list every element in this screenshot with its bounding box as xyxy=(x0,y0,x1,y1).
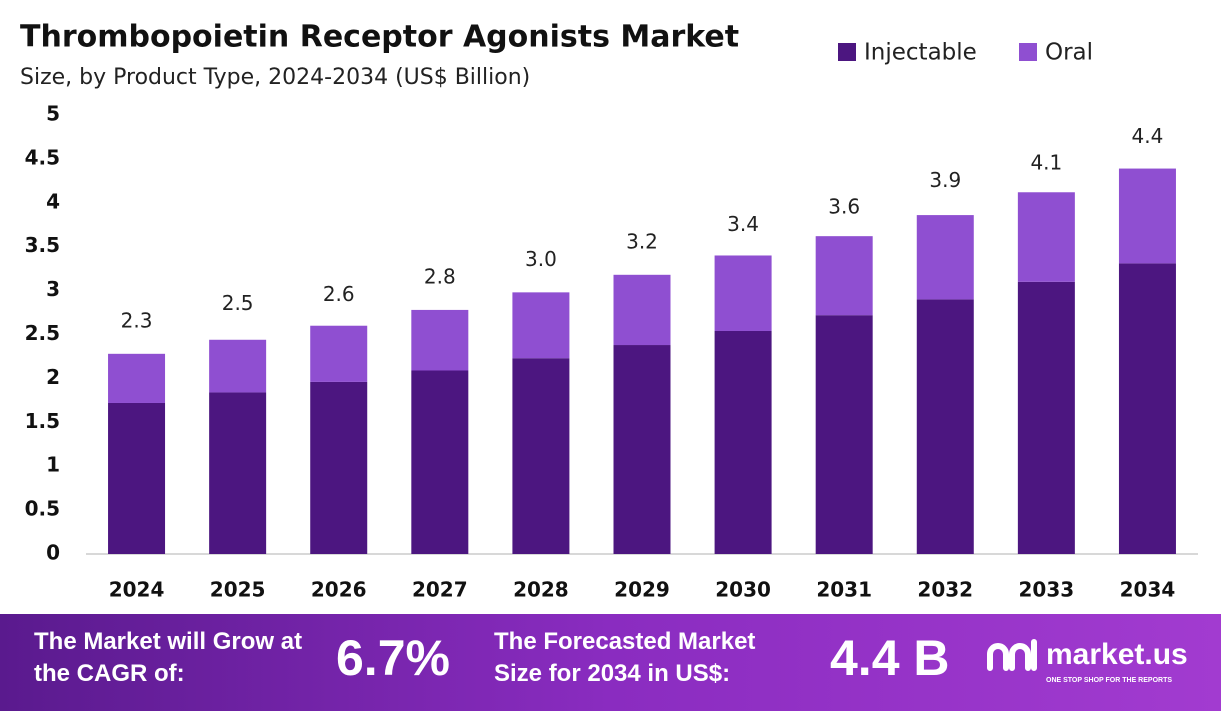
footer-banner xyxy=(0,614,1221,711)
footer-forecast-box: The Forecasted Market Size for 2034 in U… xyxy=(494,628,756,687)
footer-forecast-text: The Forecasted Market Size for 2034 in U… xyxy=(494,628,756,687)
bar-segment xyxy=(714,330,772,554)
brand-name: market.us xyxy=(1046,638,1188,671)
legend: Injectable Oral xyxy=(838,40,1093,66)
y-tick-label: 4 xyxy=(46,189,60,213)
bar-segment xyxy=(613,345,671,554)
y-tick-label: 1 xyxy=(46,453,60,477)
legend-swatch xyxy=(1019,43,1037,61)
y-tick-label: 5 xyxy=(46,102,60,126)
total-label: 3.6 xyxy=(828,194,860,218)
bar-segment xyxy=(411,370,469,554)
y-tick-label: 0.5 xyxy=(25,497,60,521)
x-tick-label: 2029 xyxy=(614,578,670,602)
chart-subtitle: Size, by Product Type, 2024-2034 (US$ Bi… xyxy=(20,65,530,90)
x-tick-label: 2034 xyxy=(1120,578,1176,602)
bar-segment xyxy=(916,299,974,554)
bar-segment xyxy=(815,315,873,554)
total-label: 2.8 xyxy=(424,265,456,289)
total-label: 2.3 xyxy=(121,309,153,333)
y-tick-label: 2 xyxy=(46,365,60,389)
total-label: 4.1 xyxy=(1030,151,1062,175)
legend-swatch xyxy=(838,43,856,61)
x-tick-label: 2025 xyxy=(210,578,266,602)
x-tick-label: 2033 xyxy=(1019,578,1075,602)
footer-cagr-text: The Market will Grow at the CAGR of: xyxy=(34,628,303,687)
brand-tagline: ONE STOP SHOP FOR THE REPORTS xyxy=(1046,677,1172,684)
bar-segment xyxy=(815,236,873,316)
y-tick-label: 4.5 xyxy=(25,145,60,169)
bar-segment xyxy=(108,402,166,554)
y-tick-label: 0 xyxy=(46,541,60,565)
bar-segment xyxy=(411,309,469,371)
y-tick-label: 2.5 xyxy=(25,321,60,345)
bar-segment xyxy=(512,292,570,359)
bar-segment xyxy=(209,392,267,554)
bar-segment xyxy=(1118,263,1176,554)
bar-segment xyxy=(310,325,368,382)
bar-segment xyxy=(613,274,671,346)
y-tick-label: 1.5 xyxy=(25,409,60,433)
x-tick-label: 2026 xyxy=(311,578,367,602)
y-tick-label: 3.5 xyxy=(25,233,60,257)
y-tick-label: 3 xyxy=(46,277,60,301)
total-label: 2.5 xyxy=(222,291,254,315)
chart-title: Thrombopoietin Receptor Agonists Market xyxy=(20,20,739,55)
total-label: 3.0 xyxy=(525,247,557,271)
bar-segment xyxy=(916,215,974,300)
brand-logo xyxy=(987,639,1037,671)
bar-segment xyxy=(1017,281,1075,554)
footer-cagr-box: The Market will Grow at the CAGR of: xyxy=(34,628,303,687)
x-tick-label: 2032 xyxy=(917,578,973,602)
total-label: 3.9 xyxy=(929,168,961,192)
bar-segment xyxy=(209,339,267,393)
total-label: 2.6 xyxy=(323,282,355,306)
x-tick-label: 2028 xyxy=(513,578,569,602)
bar-segment xyxy=(108,353,166,403)
x-tick-label: 2031 xyxy=(816,578,872,602)
x-tick-label: 2024 xyxy=(109,578,165,602)
footer-cagr-value: 6.7% xyxy=(336,630,450,686)
legend-label: Oral xyxy=(1045,40,1093,66)
footer-forecast-value: 4.4 B xyxy=(830,630,950,686)
bar-segment xyxy=(310,381,368,554)
bar-segment xyxy=(1017,192,1075,282)
total-label: 3.4 xyxy=(727,212,759,236)
plot: 0 0.5 1 1.5 2 2.5 3 3.5 4 4.5 5 2.3 2024 2.5 2025 2.6 20… xyxy=(25,102,1198,602)
total-label: 4.4 xyxy=(1132,124,1164,148)
bar-segment xyxy=(512,358,570,554)
x-tick-label: 2030 xyxy=(715,578,771,602)
total-label: 3.2 xyxy=(626,230,658,254)
bar-segment xyxy=(714,255,772,331)
legend-label: Injectable xyxy=(864,40,977,66)
bar-segment xyxy=(1118,168,1176,264)
x-tick-label: 2027 xyxy=(412,578,468,602)
